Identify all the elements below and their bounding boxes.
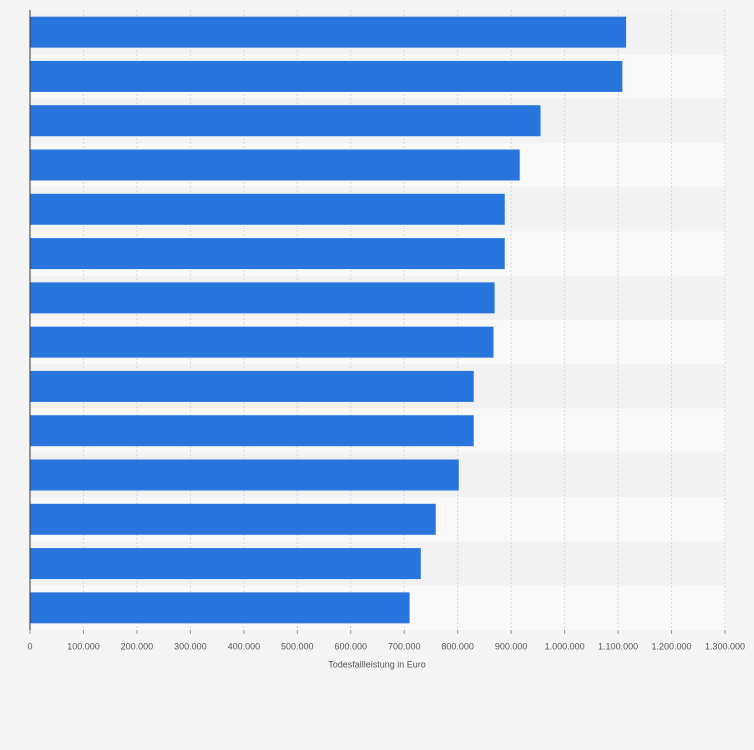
x-tick-label: 900.000 xyxy=(495,641,528,651)
x-tick-label: 300.000 xyxy=(174,641,207,651)
x-tick-label: 1.300.000 xyxy=(705,641,745,651)
x-tick-label: 100.000 xyxy=(67,641,100,651)
bar xyxy=(30,16,627,48)
x-tick-label: 200.000 xyxy=(121,641,154,651)
bar xyxy=(30,459,459,491)
x-tick-label: 700.000 xyxy=(388,641,421,651)
x-tick-label: 1.000.000 xyxy=(545,641,585,651)
x-axis-title: Todesfallleistung in Euro xyxy=(328,659,426,669)
bar xyxy=(30,282,495,314)
bar xyxy=(30,105,541,137)
bar xyxy=(30,592,410,624)
x-tick-label: 800.000 xyxy=(441,641,474,651)
bar xyxy=(30,548,421,580)
row-stripes xyxy=(30,10,725,630)
x-tick-label: 1.100.000 xyxy=(598,641,638,651)
x-tick-label: 600.000 xyxy=(334,641,367,651)
bar xyxy=(30,415,474,447)
x-tick-label: 400.000 xyxy=(228,641,261,651)
x-tick-label: 0 xyxy=(27,641,32,651)
bar xyxy=(30,238,505,270)
x-tick-label: 500.000 xyxy=(281,641,314,651)
bar xyxy=(30,503,436,535)
bar xyxy=(30,60,623,92)
bar xyxy=(30,326,494,358)
bar xyxy=(30,149,520,181)
bar xyxy=(30,193,505,225)
bar xyxy=(30,370,474,402)
x-tick-label: 1.200.000 xyxy=(652,641,692,651)
